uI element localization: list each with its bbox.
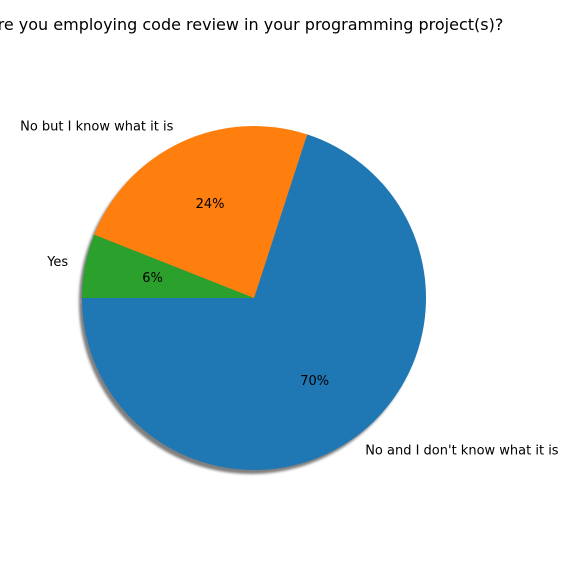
slice-label-yes: Yes xyxy=(46,255,68,270)
slice-label-no-but-i-know-what-it-is: No but I know what it is xyxy=(20,119,174,134)
pie-slice-no-and-i-don-t-know-what-it-is xyxy=(82,134,427,470)
percent-label-no-and-i-don-t-know-what-it-is: 70% xyxy=(300,374,329,389)
chart-title: Are you employing code review in your pr… xyxy=(0,15,503,34)
pie-labels: No and I don't know what it is 70% No but … xyxy=(20,119,559,458)
pie-slice-yes xyxy=(82,234,254,298)
percent-label-yes: 6% xyxy=(142,271,163,286)
slice-label-no-and-i-don-t-know-what-it-is: No and I don't know what it is xyxy=(365,444,559,459)
percent-label-no-but-i-know-what-it-is: 24% xyxy=(196,197,225,212)
pie-slice-no-but-i-know-what-it-is xyxy=(94,125,308,298)
pie-slices xyxy=(82,125,427,470)
